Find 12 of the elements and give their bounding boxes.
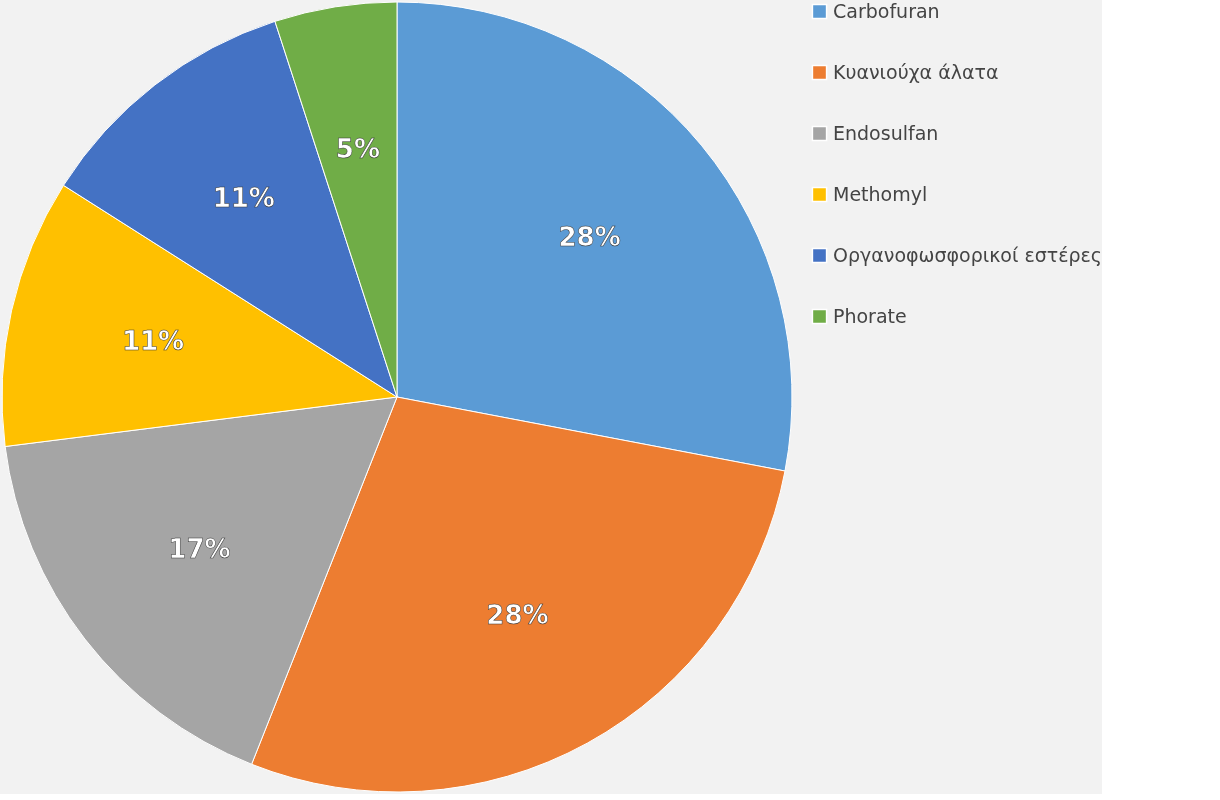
data-label: 11% [212, 183, 275, 214]
data-label: 5% [335, 134, 380, 165]
legend-label: Κυανιούχα άλατα [833, 60, 999, 83]
data-label: 17% [168, 534, 231, 565]
legend-label: Carbofuran [833, 0, 940, 22]
data-label: 28% [486, 600, 549, 631]
legend-label: Endosulfan [833, 121, 939, 144]
legend-label: Οργανοφωσφορικοί εστέρες [833, 243, 1102, 266]
legend-label: Methomyl [833, 182, 928, 205]
legend-label: Phorate [833, 304, 907, 327]
data-label: 28% [558, 221, 621, 252]
data-label: 11% [121, 326, 185, 357]
